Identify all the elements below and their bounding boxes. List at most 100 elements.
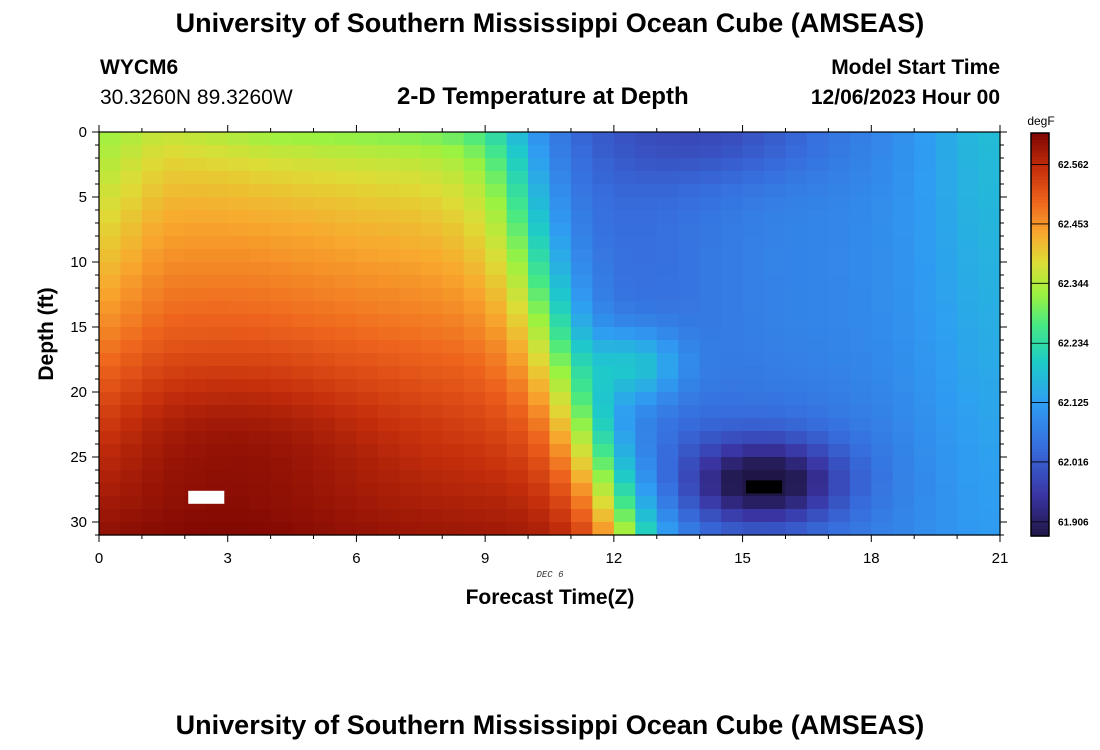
- heatmap-cell: [978, 509, 1001, 523]
- colorbar-segment: [1031, 159, 1049, 164]
- heatmap-cell: [506, 522, 529, 536]
- heatmap-cell: [570, 301, 593, 315]
- heatmap-cell: [313, 405, 336, 419]
- heatmap-cell: [292, 145, 315, 159]
- colorbar-segment: [1031, 482, 1049, 487]
- colorbar-tick-label: 61.906: [1058, 517, 1089, 528]
- colorbar: 62.562 62.453 62.344 62.234 62.125 62.016 61.9…: [1030, 132, 1089, 537]
- heatmap-cell: [506, 223, 529, 237]
- heatmap-cell: [506, 366, 529, 380]
- heatmap-cell: [163, 184, 186, 198]
- heatmap-cell: [249, 184, 272, 198]
- heatmap-cell: [549, 366, 572, 380]
- colorbar-segment: [1031, 163, 1049, 168]
- heatmap-cell: [785, 197, 808, 211]
- heatmap-cell: [227, 249, 250, 263]
- heatmap-cell: [528, 275, 551, 289]
- heatmap-cell: [914, 392, 937, 406]
- colorbar-segment: [1031, 441, 1049, 446]
- heatmap-cell: [935, 392, 958, 406]
- heatmap-cell: [828, 301, 851, 315]
- heatmap-cell: [613, 158, 636, 172]
- heatmap-cell: [549, 171, 572, 185]
- heatmap-cell: [485, 132, 508, 146]
- heatmap-cell: [184, 275, 207, 289]
- heatmap-cell: [549, 262, 572, 276]
- heatmap-cell: [592, 158, 615, 172]
- heatmap-cell: [957, 236, 980, 250]
- colorbar-segment: [1031, 176, 1049, 181]
- heatmap-cell: [871, 223, 894, 237]
- y-tick-label: 0: [79, 124, 87, 141]
- heatmap-cell: [699, 405, 722, 419]
- colorbar-segment: [1031, 287, 1049, 292]
- heatmap-cell: [506, 314, 529, 328]
- heatmap-cell: [914, 418, 937, 432]
- heatmap-cell: [141, 288, 164, 302]
- heatmap-cell: [742, 366, 765, 380]
- heatmap-cell: [163, 509, 186, 523]
- heatmap-cell: [613, 353, 636, 367]
- heatmap-cell: [613, 431, 636, 445]
- missing-data-cell: [188, 490, 225, 504]
- heatmap-cell: [828, 262, 851, 276]
- heatmap-cell: [528, 184, 551, 198]
- heatmap-cell: [292, 522, 315, 536]
- heatmap-cell: [227, 210, 250, 224]
- heatmap-cell: [442, 171, 465, 185]
- heatmap-cell: [399, 158, 422, 172]
- heatmap-cell: [227, 197, 250, 211]
- heatmap-cell: [141, 171, 164, 185]
- colorbar-segment: [1031, 519, 1049, 524]
- heatmap-cell: [978, 236, 1001, 250]
- heatmap-cell: [227, 262, 250, 276]
- heatmap-cell: [420, 171, 443, 185]
- heatmap-cell: [892, 366, 915, 380]
- colorbar-segment: [1031, 512, 1049, 517]
- heatmap-cell: [420, 457, 443, 471]
- heatmap-cell: [957, 327, 980, 341]
- heatmap-cell: [570, 184, 593, 198]
- heatmap-cell: [764, 171, 787, 185]
- heatmap-cell: [957, 379, 980, 393]
- heatmap-cell: [120, 483, 143, 497]
- heatmap-cell: [871, 392, 894, 406]
- heatmap-cell: [549, 405, 572, 419]
- colorbar-segment: [1031, 173, 1049, 178]
- colorbar-segment: [1031, 475, 1049, 480]
- heatmap-cell: [120, 509, 143, 523]
- y-tick-label: 30: [70, 514, 87, 531]
- colorbar-units: degF: [1027, 114, 1054, 128]
- heatmap-cell: [828, 431, 851, 445]
- heatmap-cell: [549, 509, 572, 523]
- heatmap-cell: [334, 275, 358, 289]
- heatmap-cell: [699, 340, 722, 354]
- colorbar-segment: [1031, 247, 1049, 252]
- colorbar-segment: [1031, 445, 1049, 450]
- heatmap-cell: [485, 405, 508, 419]
- heatmap-cell: [206, 327, 229, 341]
- heatmap-cell: [356, 483, 379, 497]
- heatmap-cell: [785, 327, 808, 341]
- heatmap-cell: [570, 249, 593, 263]
- heatmap-cell: [99, 236, 122, 250]
- heatmap-cell: [721, 210, 744, 224]
- heatmap-cell: [399, 314, 422, 328]
- heatmap-cell: [935, 145, 958, 159]
- heatmap-cell: [806, 275, 829, 289]
- heatmap-cell: [334, 483, 358, 497]
- heatmap-cell: [935, 288, 958, 302]
- heatmap-cell: [334, 210, 358, 224]
- heatmap-cell: [656, 314, 679, 328]
- heatmap-cell: [120, 132, 143, 146]
- heatmap-cell: [678, 262, 701, 276]
- heatmap-cell: [184, 392, 207, 406]
- heatmap-cell: [377, 301, 400, 315]
- heatmap-cell: [334, 366, 358, 380]
- heatmap-cell: [570, 288, 593, 302]
- heatmap-cell: [592, 405, 615, 419]
- heatmap-cell: [742, 509, 765, 523]
- heatmap-cell: [420, 210, 443, 224]
- heatmap-cell: [485, 509, 508, 523]
- heatmap-cell: [292, 171, 315, 185]
